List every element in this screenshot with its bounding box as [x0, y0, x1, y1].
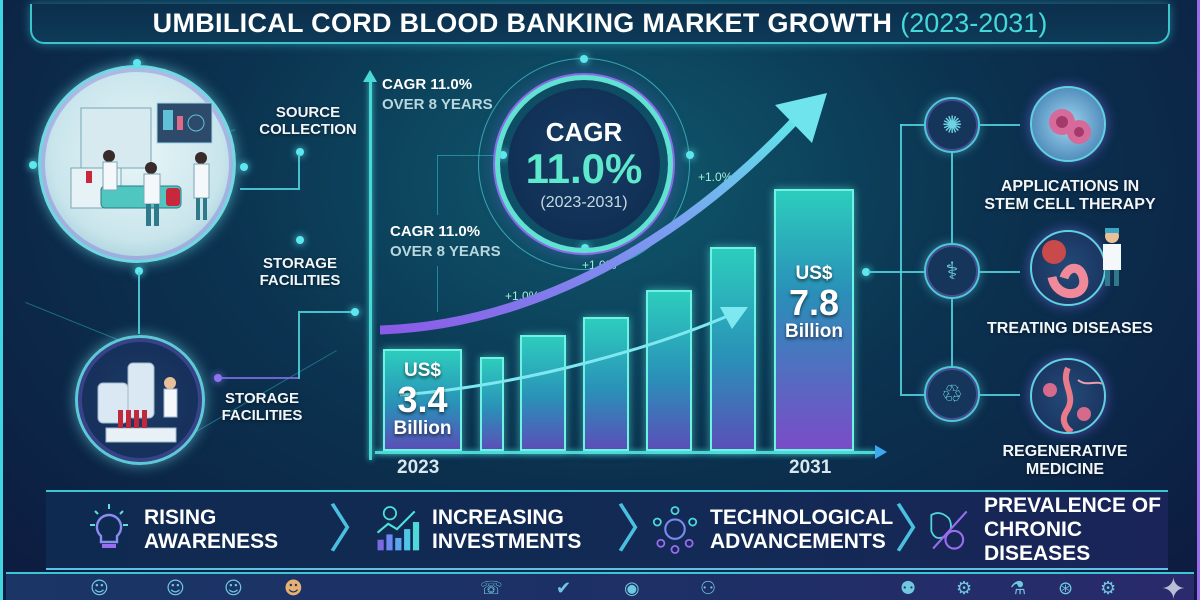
hospital-room-icon: [70, 102, 213, 226]
label-source-collection: SOURCE COLLECTION: [259, 104, 357, 139]
person-icon: ☻: [284, 578, 303, 599]
network-node: [580, 55, 588, 63]
connector-line: [240, 188, 300, 190]
tech-network-bulb-icon: [652, 506, 698, 554]
end-value-label: US$ 7.8 Billion: [784, 263, 844, 342]
bar-2023: [383, 349, 462, 451]
network-node: [296, 148, 304, 156]
doctor-icon: [1103, 228, 1121, 286]
increment-label: +1.0%: [698, 170, 733, 184]
connector-line: [868, 271, 902, 273]
driver-label: RISING AWARENESS: [144, 505, 279, 553]
stomach-icon: [1042, 240, 1089, 298]
person-icon: ☺: [166, 578, 185, 599]
hands-care-icon: ♲: [924, 366, 980, 422]
connector-line: [218, 377, 298, 379]
stem-cell-icon: [1049, 109, 1091, 144]
growth-drivers-strip: RISING AWARENESS 〉 INCREASING INVESTMENTS …: [46, 490, 1168, 570]
connector-line: [138, 272, 140, 334]
source-collection-illustration: [38, 65, 236, 263]
connector-line: [300, 311, 354, 313]
connector-line: [437, 266, 438, 312]
network-node: [862, 268, 870, 276]
chat-person-icon: ☏: [480, 578, 503, 599]
bar-2031: [774, 189, 854, 451]
driver-chronic-diseases: PREVALENCE OF CHRONIC DISEASES: [912, 492, 1168, 568]
chart-y-axis: [363, 70, 377, 460]
check-person-icon: ✔: [556, 578, 572, 599]
connector-line: [900, 124, 902, 394]
network-node: [240, 163, 248, 171]
people-group-icon: ☺: [90, 578, 109, 599]
search-person-icon: ⊛: [1058, 578, 1074, 599]
driver-increasing-investments: INCREASING INVESTMENTS: [346, 492, 616, 568]
cryo-storage-icon: [97, 362, 178, 443]
network-node: [133, 59, 141, 67]
bottom-icon-strip: [6, 572, 1194, 600]
label-stem-cell-therapy: APPLICATIONS IN STEM CELL THERAPY: [984, 178, 1156, 214]
scientist-icon: ⚗: [1010, 578, 1027, 599]
cagr-badge: CAGR 11.0% (2023-2031): [500, 80, 668, 248]
cagr-note-middle: CAGR 11.0% OVER 8 YEARS: [390, 223, 501, 260]
year-label-end: 2031: [789, 457, 832, 478]
connector-line: [298, 154, 300, 188]
network-node: [581, 244, 589, 252]
network-node: [686, 151, 694, 159]
network-node: [214, 374, 222, 382]
storage-facilities-illustration: [75, 335, 205, 465]
year-label-start: 2023: [397, 457, 440, 478]
dna-icon: [1043, 366, 1104, 432]
driver-label: TECHNOLOGICAL ADVANCEMENTS: [710, 505, 894, 553]
driver-technological-advancements: TECHNOLOGICAL ADVANCEMENTS: [634, 492, 894, 568]
growth-chart-dollar-icon: [374, 506, 420, 553]
gear-head-icon: ⚙: [956, 578, 973, 599]
connector-line: [437, 155, 438, 215]
network-node: [499, 151, 507, 159]
page-title: UMBILICAL CORD BLOOD BANKING MARKET GROW…: [152, 7, 893, 38]
label-regenerative-medicine: REGENERATIVE MEDICINE: [1002, 443, 1128, 479]
network-node: [351, 308, 359, 316]
network-node: [296, 236, 304, 244]
connector-line: [437, 155, 507, 156]
label-storage-facilities-upper: STORAGE FACILITIES: [259, 255, 341, 290]
bar-2025: [520, 335, 566, 451]
connector-line: [951, 152, 953, 244]
driver-label: INCREASING INVESTMENTS: [432, 505, 582, 553]
label-storage-facilities-lower: STORAGE FACILITIES: [221, 390, 303, 425]
title-years: (2023-2031): [900, 7, 1048, 38]
virus-syringe-icon: [926, 507, 972, 553]
chevron-right-icon: 〉: [328, 500, 381, 560]
organ-doctor-illustration: [1030, 230, 1106, 306]
connector-line: [951, 299, 953, 369]
person-icon: ☺: [224, 578, 243, 599]
title-banner: UMBILICAL CORD BLOOD BANKING MARKET GROW…: [30, 4, 1170, 44]
chart-x-axis: [375, 445, 887, 459]
stem-cell-illustration: [1030, 86, 1106, 162]
driver-rising-awareness: RISING AWARENESS: [46, 492, 328, 568]
chevron-right-icon: 〉: [616, 500, 669, 560]
chevron-right-icon: 〉: [894, 500, 947, 560]
connector-line: [298, 311, 300, 379]
gears-icon: ⚙: [1100, 578, 1117, 599]
driver-label: PREVALENCE OF CHRONIC DISEASES: [984, 493, 1161, 566]
molecule-network-icon: ✺: [924, 97, 980, 153]
user-circle-icon: ◉: [624, 578, 640, 599]
network-node: [135, 267, 143, 275]
cagr-note-top: CAGR 11.0% OVER 8 YEARS: [382, 76, 493, 113]
team-icon: ⚉: [900, 578, 917, 599]
bar-2024: [480, 357, 504, 451]
syringe-pills-icon: ⚕: [924, 243, 980, 299]
bar-2027: [646, 290, 692, 451]
bar-2028: [710, 247, 756, 451]
network-node: [29, 161, 37, 169]
dna-cells-illustration: [1030, 358, 1106, 434]
start-value-label: US$ 3.4 Billion: [393, 360, 452, 439]
growth-arrow-icon: [380, 93, 827, 397]
network-person-icon: ⚇: [700, 578, 717, 599]
bar-2026: [583, 317, 629, 451]
lightbulb-icon: [86, 504, 132, 553]
sparkle-icon: ✦: [1160, 572, 1186, 600]
label-treating-diseases: TREATING DISEASES: [987, 320, 1153, 337]
